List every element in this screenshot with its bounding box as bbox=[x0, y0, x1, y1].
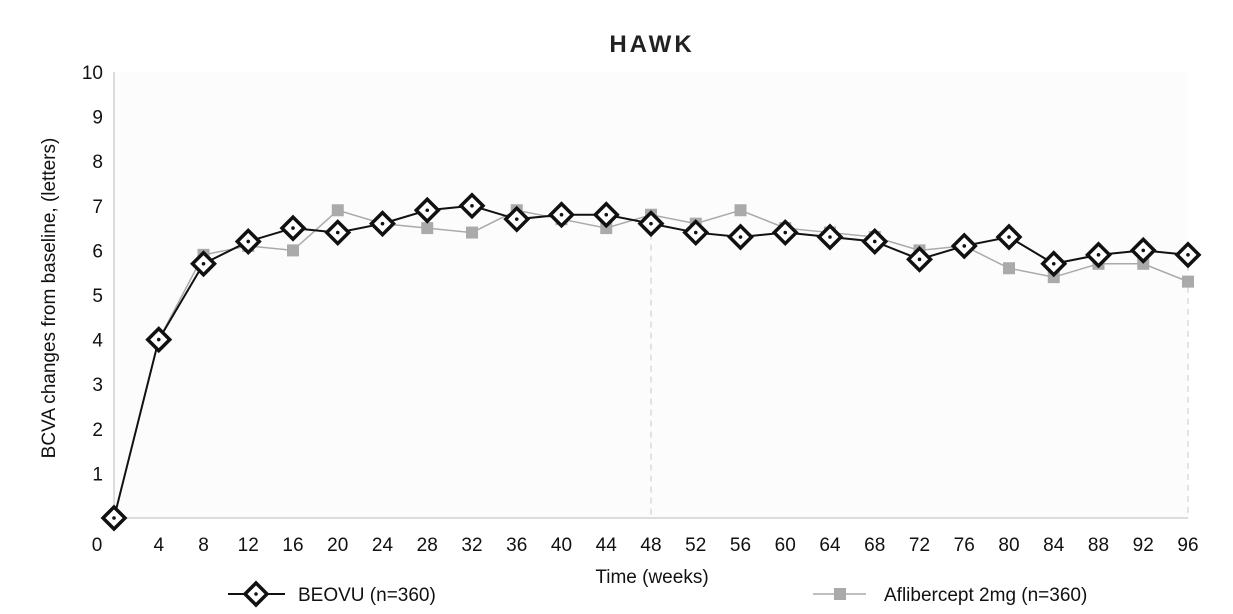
x-tick-label: 56 bbox=[730, 535, 751, 556]
x-tick-label: 4 bbox=[153, 535, 164, 556]
x-tick-label: 72 bbox=[909, 535, 930, 556]
data-point bbox=[734, 204, 747, 217]
x-tick-label: 68 bbox=[864, 535, 885, 556]
legend-item-beovu: BEOVU (n=360) bbox=[228, 580, 436, 608]
data-point-center bbox=[291, 226, 295, 230]
data-point-center bbox=[559, 212, 564, 217]
data-point-center bbox=[1007, 235, 1011, 239]
y-tick-label: 8 bbox=[92, 152, 103, 173]
x-tick-label: 0 bbox=[92, 535, 103, 556]
data-point-center bbox=[693, 230, 698, 235]
data-point-center bbox=[872, 239, 877, 244]
x-tick-label: 20 bbox=[327, 535, 348, 556]
axes bbox=[113, 72, 1188, 519]
x-tick-label: 32 bbox=[461, 535, 482, 556]
data-point-center bbox=[380, 221, 385, 226]
x-tick-label: 12 bbox=[238, 535, 259, 556]
y-tick-label: 4 bbox=[92, 331, 103, 352]
data-point-center bbox=[1141, 248, 1146, 253]
legend-item-aflibercept: Aflibercept 2mg (n=360) bbox=[813, 585, 1087, 606]
data-point-center bbox=[112, 516, 116, 520]
legend: BEOVU (n=360) Aflibercept 2mg (n=360) bbox=[228, 580, 1087, 608]
legend-marker-square bbox=[834, 588, 846, 600]
data-point bbox=[287, 244, 299, 257]
y-tick-label: 5 bbox=[92, 286, 103, 307]
data-point-center bbox=[649, 221, 653, 226]
y-tick-label: 3 bbox=[92, 375, 103, 396]
legend-marker-dot bbox=[254, 592, 258, 596]
data-point-center bbox=[962, 244, 967, 248]
data-point-center bbox=[425, 208, 430, 213]
data-point-center bbox=[1186, 253, 1190, 257]
series-beovu bbox=[100, 192, 1202, 532]
x-tick-label: 92 bbox=[1133, 535, 1154, 556]
data-point-center bbox=[783, 230, 788, 235]
data-point-center bbox=[1051, 261, 1056, 266]
x-tick-label: 44 bbox=[596, 535, 618, 556]
x-tick-label: 52 bbox=[685, 535, 706, 556]
data-point-center bbox=[514, 217, 519, 221]
plot-area bbox=[114, 72, 1188, 518]
data-point-center bbox=[1096, 253, 1101, 257]
data-point bbox=[1003, 262, 1015, 275]
y-tick-label: 1 bbox=[92, 464, 103, 485]
y-tick-label: 2 bbox=[92, 420, 103, 441]
x-tick-label: 24 bbox=[372, 535, 394, 556]
y-axis-label: BCVA changes from baseline, (letters) bbox=[39, 138, 60, 459]
x-tick-label: 84 bbox=[1043, 535, 1065, 556]
x-tick-label: 60 bbox=[775, 535, 796, 556]
x-tick-label: 88 bbox=[1088, 535, 1109, 556]
series-layer bbox=[100, 192, 1202, 532]
x-tick-label: 36 bbox=[506, 535, 527, 556]
x-tick-label: 64 bbox=[819, 535, 841, 556]
x-tick-labels: 0 4 8 12 16 20 24 28 32 36 40 44 48 52 56 60 64 68 72 76 80 8… bbox=[92, 535, 1199, 556]
y-tick-label: 9 bbox=[92, 108, 103, 129]
x-tick-label: 80 bbox=[998, 535, 1019, 556]
data-point-center bbox=[604, 212, 609, 217]
reference-lines bbox=[650, 233, 1189, 518]
data-point bbox=[466, 226, 478, 239]
chart-title: HAWK bbox=[609, 31, 694, 58]
legend-label-aflibercept: Aflibercept 2mg (n=360) bbox=[884, 585, 1087, 606]
x-tick-label: 76 bbox=[954, 535, 975, 556]
y-tick-label: 10 bbox=[82, 63, 103, 84]
legend-label-beovu: BEOVU (n=360) bbox=[298, 585, 436, 606]
data-point-center bbox=[917, 257, 922, 262]
data-point-center bbox=[335, 230, 340, 235]
x-axis-label: Time (weeks) bbox=[595, 567, 708, 588]
data-point bbox=[331, 204, 344, 217]
data-point-center bbox=[738, 235, 743, 239]
data-point-center bbox=[246, 239, 251, 244]
x-tick-label: 8 bbox=[198, 535, 209, 556]
data-point-center bbox=[156, 337, 161, 342]
x-tick-label: 28 bbox=[417, 535, 438, 556]
x-tick-label: 96 bbox=[1177, 535, 1198, 556]
data-point-center bbox=[470, 204, 474, 208]
data-point bbox=[421, 222, 434, 235]
y-tick-label: 6 bbox=[92, 241, 103, 262]
x-tick-label: 48 bbox=[640, 535, 661, 556]
data-point-center bbox=[201, 261, 206, 266]
x-tick-label: 16 bbox=[282, 535, 303, 556]
data-point bbox=[1182, 275, 1194, 288]
x-tick-label: 40 bbox=[551, 535, 572, 556]
y-tick-label: 7 bbox=[92, 197, 103, 218]
y-tick-labels: 1 2 3 4 5 6 7 8 9 10 bbox=[82, 63, 104, 485]
data-point-center bbox=[828, 235, 832, 239]
